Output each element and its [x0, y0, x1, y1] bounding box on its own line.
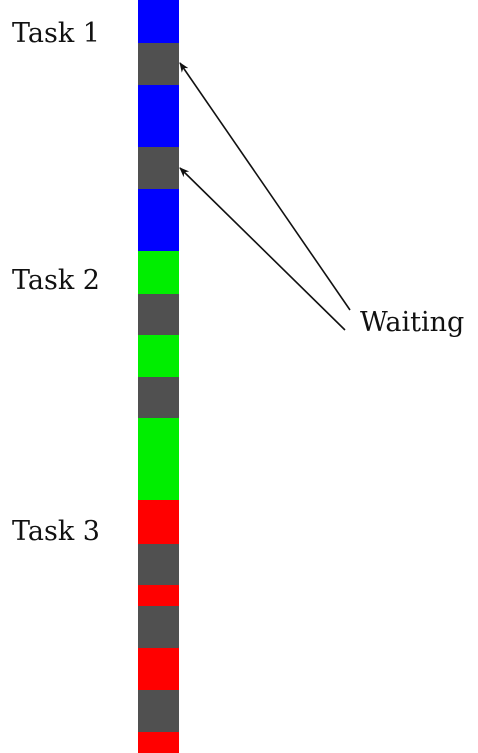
task3-wait-segment — [138, 544, 179, 585]
task1-run-segment — [138, 85, 179, 147]
arrow-to-first-wait — [179, 62, 351, 311]
task2-wait-segment — [138, 377, 179, 418]
task2-run-segment — [138, 251, 179, 294]
task2-wait-segment — [138, 294, 179, 335]
task3-label: Task 3 — [12, 516, 100, 547]
arrow-to-second-wait — [179, 167, 346, 331]
task3-run-segment — [138, 585, 179, 606]
task1-run-segment — [138, 0, 179, 43]
task1-wait-segment — [138, 43, 179, 85]
task1-run-segment — [138, 189, 179, 251]
task2-run-segment — [138, 335, 179, 377]
task3-wait-segment — [138, 690, 179, 732]
task3-run-segment — [138, 500, 179, 544]
waiting-label: Waiting — [360, 307, 465, 338]
task1-wait-segment — [138, 147, 179, 189]
task3-run-segment — [138, 648, 179, 690]
task3-run-segment — [138, 732, 179, 753]
task2-label: Task 2 — [12, 265, 100, 296]
task3-wait-segment — [138, 606, 179, 648]
task2-run-segment — [138, 418, 179, 500]
task1-label: Task 1 — [12, 18, 100, 49]
